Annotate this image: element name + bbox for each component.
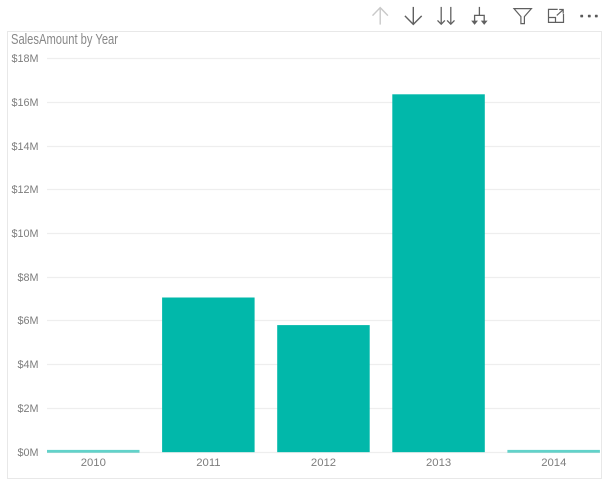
svg-text:$12M: $12M	[11, 184, 38, 196]
svg-text:$8M: $8M	[17, 272, 38, 284]
svg-text:$0M: $0M	[17, 447, 38, 459]
svg-text:$16M: $16M	[11, 97, 38, 109]
svg-text:$18M: $18M	[11, 53, 38, 65]
svg-text:2014: 2014	[541, 457, 566, 469]
svg-text:2013: 2013	[426, 457, 451, 469]
svg-text:$14M: $14M	[11, 141, 38, 153]
svg-text:$2M: $2M	[17, 403, 38, 415]
svg-text:SalesAmount by Year: SalesAmount by Year	[11, 31, 118, 48]
svg-text:$6M: $6M	[17, 315, 38, 327]
svg-text:$10M: $10M	[11, 228, 38, 240]
svg-text:$4M: $4M	[17, 359, 38, 371]
svg-text:2012: 2012	[311, 457, 336, 469]
svg-text:2010: 2010	[81, 457, 106, 469]
svg-text:2011: 2011	[196, 457, 220, 469]
